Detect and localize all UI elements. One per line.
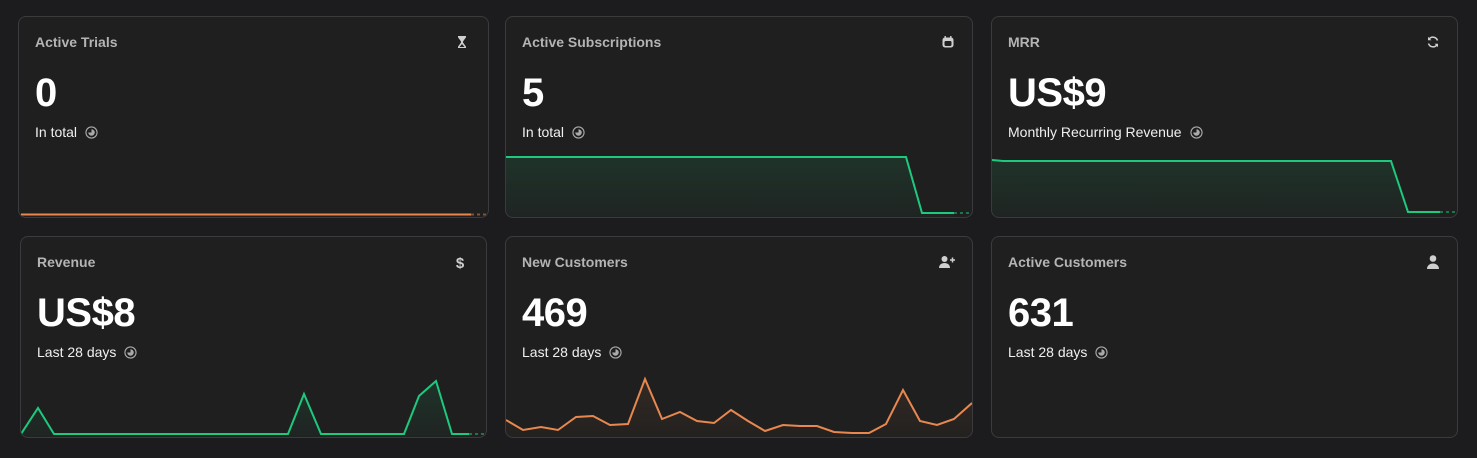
clock-icon[interactable] (85, 125, 98, 139)
hourglass-icon (458, 36, 466, 48)
user-plus-icon (939, 256, 955, 268)
subtitle-text: Last 28 days (1008, 344, 1088, 360)
sparkline-chart (506, 376, 972, 437)
clock-icon[interactable] (572, 125, 585, 139)
card-active-trials[interactable]: Active Trials 0 In total (18, 16, 489, 218)
card-title: Active Customers (1008, 254, 1128, 270)
card-value: US$9 (1008, 71, 1107, 115)
card-subtitle: Last 28 days (37, 344, 138, 360)
card-title: Active Subscriptions (522, 34, 662, 50)
card-value: 5 (522, 71, 544, 115)
card-title: New Customers (522, 254, 628, 270)
sparkline-chart (21, 379, 486, 437)
clock-icon[interactable] (1189, 125, 1203, 139)
card-value: 0 (35, 71, 57, 115)
card-new-customers[interactable]: New Customers 469 Last 28 days (505, 236, 973, 438)
card-subtitle: Last 28 days (522, 344, 623, 360)
subtitle-text: Last 28 days (522, 344, 602, 360)
sparkline-chart (992, 159, 1457, 217)
dollar-icon: $ (456, 255, 465, 270)
sparkline-chart (21, 213, 488, 216)
card-value: US$8 (37, 291, 136, 335)
card-active-subscriptions[interactable]: Active Subscriptions 5 In total (505, 16, 973, 218)
card-subtitle: Monthly Recurring Revenue (1008, 124, 1203, 140)
clock-icon[interactable] (1095, 345, 1109, 359)
sparkline-chart (506, 156, 972, 217)
card-mrr[interactable]: MRR US$9 Monthly Recurring Revenue (991, 16, 1458, 218)
user-icon (1427, 255, 1439, 269)
subtitle-text: In total (35, 124, 78, 140)
card-subtitle: In total (522, 124, 585, 140)
svg-text:$: $ (456, 255, 465, 270)
clock-icon[interactable] (609, 345, 623, 359)
card-title: Active Trials (35, 34, 118, 50)
card-value: 631 (1008, 291, 1074, 335)
clock-icon[interactable] (124, 345, 138, 359)
subtitle-text: Last 28 days (37, 344, 117, 360)
subtitle-text: In total (522, 124, 565, 140)
subtitle-text: Monthly Recurring Revenue (1008, 124, 1182, 140)
card-title: Revenue (37, 254, 96, 270)
card-subtitle: In total (35, 124, 98, 140)
calendar-icon (942, 36, 954, 48)
card-value: 469 (522, 291, 588, 335)
card-subtitle: Last 28 days (1008, 344, 1109, 360)
card-active-customers[interactable]: Active Customers 631 Last 28 days (991, 236, 1458, 438)
card-revenue[interactable]: Revenue $ US$8 Last 28 days (20, 236, 487, 438)
card-title: MRR (1008, 34, 1040, 50)
refresh-icon (1427, 36, 1439, 48)
